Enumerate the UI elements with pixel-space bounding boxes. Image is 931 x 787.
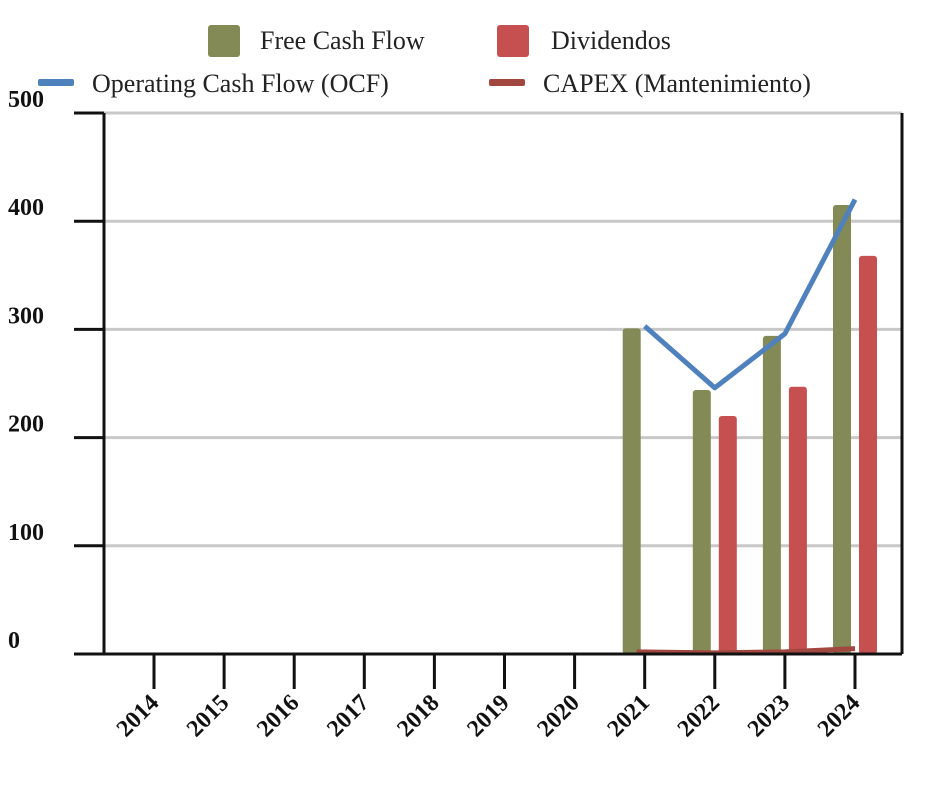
axes	[74, 113, 904, 656]
bar-free-cash-flow-2024	[833, 204, 851, 654]
line-capex-mantenimiento-	[636, 646, 856, 656]
x-tick-label: 2016	[252, 690, 304, 742]
x-tick-label: 2021	[603, 690, 655, 742]
legend-swatch-capex	[489, 79, 525, 86]
x-tick-label: 2022	[673, 690, 725, 742]
legend-label-ocf: Operating Cash Flow (OCF)	[92, 69, 389, 98]
x-axis-ticks: 2014 2015 2016 2017 2018 2019 2020 2021 2022 2023…	[112, 654, 865, 742]
y-tick-label: 0	[8, 628, 20, 654]
bar-free-cash-flow-2023	[762, 335, 781, 654]
x-tick-label: 2017	[322, 690, 374, 742]
x-tick-label: 2024	[813, 690, 865, 742]
y-axis-ticks: 0 100 200 300 400 500	[8, 87, 104, 656]
x-tick-label: 2019	[462, 690, 514, 742]
bars	[622, 204, 877, 654]
y-tick-label: 300	[8, 303, 44, 329]
x-tick-label: 2014	[112, 690, 164, 742]
legend-swatch-ocf	[38, 79, 74, 86]
y-tick-label: 200	[8, 412, 44, 438]
legend-label-free-cash-flow: Free Cash Flow	[260, 26, 425, 55]
legend-label-dividendos: Dividendos	[551, 26, 671, 55]
x-tick-label: 2023	[743, 690, 795, 742]
series-lines	[636, 198, 858, 656]
bar-dividendos-2022	[718, 415, 737, 654]
legend-label-capex: CAPEX (Mantenimiento)	[543, 69, 811, 98]
x-tick-label: 2018	[392, 690, 444, 742]
bar-free-cash-flow-2021	[622, 328, 641, 654]
legend-swatch-dividendos	[497, 25, 529, 57]
y-tick-label: 500	[8, 87, 44, 113]
gridlines	[104, 111, 902, 548]
legend: Free Cash Flow Dividendos Operating Cash…	[38, 25, 811, 98]
line-operating-cash-flow-ocf-	[643, 198, 858, 391]
legend-swatch-free-cash-flow	[208, 25, 240, 57]
y-tick-label: 400	[8, 195, 44, 221]
bar-dividendos-2024	[859, 255, 877, 654]
bar-dividendos-2023	[788, 386, 807, 654]
bar-free-cash-flow-2022	[692, 389, 711, 654]
x-tick-label: 2020	[533, 690, 585, 742]
x-tick-label: 2015	[182, 690, 234, 742]
y-tick-label: 100	[8, 520, 44, 546]
